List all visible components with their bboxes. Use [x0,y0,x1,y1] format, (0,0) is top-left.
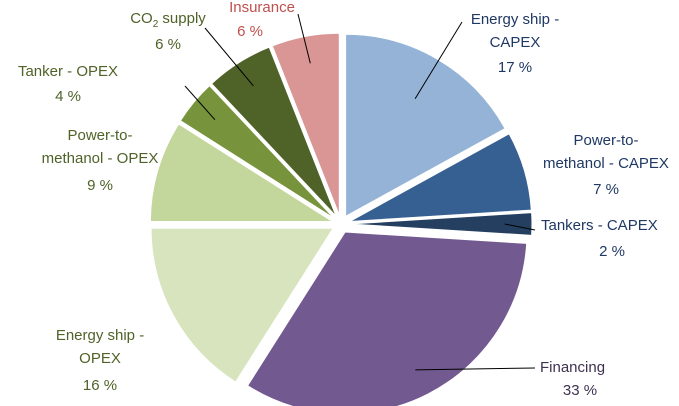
slice-label-text: Power-to- [573,132,638,149]
leader-line-tanker-opex [184,85,216,121]
slice-label-text: Tankers - CAPEX [541,217,658,234]
slice-label-power-to-methanol-opex: Power-to-methanol - OPEX 9 % [42,127,159,194]
slice-value-label: 6 % [155,36,181,53]
pie-slice-energy-ship-capex [345,33,506,218]
slice-label-insurance: Insurance 6 % [229,0,295,40]
slice-label-financing: Financing 33 % [540,359,605,399]
slice-label-power-to-methanol-capex: Power-to-methanol - CAPEX 7 % [543,132,669,198]
slice-label-text: Financing [540,359,605,376]
pie-slice-power-to-methanol-capex [349,133,532,222]
slice-value-label: 9 % [87,177,113,194]
pie-slice-energy-ship-opex [150,227,335,383]
slice-label-text: CAPEX [490,34,541,51]
slice-labels: Energy ship - CAPEX 17 % Power-to-methanol … [18,0,669,399]
slice-label-text: Insurance [229,0,295,16]
leader-lines [184,13,536,371]
pie-slice-power-to-methanol-opex [149,123,335,222]
slice-value-label: 2 % [599,243,625,260]
pie-slice-tankers-capex [349,212,533,236]
slice-label-tanker-opex: Tanker - OPEX 4 % [18,63,118,105]
slice-label-text: OPEX [79,350,121,367]
leader-line-financing [415,367,536,371]
slice-label-text: Energy ship - [56,327,144,344]
slice-value-label: 6 % [237,23,263,40]
slice-value-label: 17 % [498,59,532,76]
slice-label-text: methanol - OPEX [42,150,159,167]
leader-line-insurance [297,13,311,64]
slice-label-text: methanol - CAPEX [543,155,669,172]
pie-slices [149,32,533,406]
slice-label-co2-supply: CO2 supply 6 % [130,10,206,53]
slice-value-label: 16 % [83,377,117,394]
pie-slice-co2-supply [210,46,337,217]
pie-slice-tanker-opex [179,84,335,219]
slice-value-label: 7 % [593,181,619,198]
slice-label-energy-ship-opex: Energy ship - OPEX 16 % [56,327,144,394]
leader-line-energy-ship-capex [414,21,463,100]
slice-label-text: CO2 supply [130,10,206,30]
pie-slice-insurance [271,32,340,216]
slice-label-text: Tanker - OPEX [18,63,118,80]
slice-label-text: Power-to- [67,127,132,144]
slice-value-label: 33 % [563,382,597,399]
leader-line-tankers-capex [504,223,536,231]
slice-value-label: 4 % [55,88,81,105]
slice-label-tankers-capex: Tankers - CAPEX 2 % [541,217,658,260]
slice-label-text: Energy ship - [471,11,559,28]
leader-line-co2-supply [204,27,254,87]
slice-label-energy-ship-capex: Energy ship - CAPEX 17 % [471,11,559,76]
